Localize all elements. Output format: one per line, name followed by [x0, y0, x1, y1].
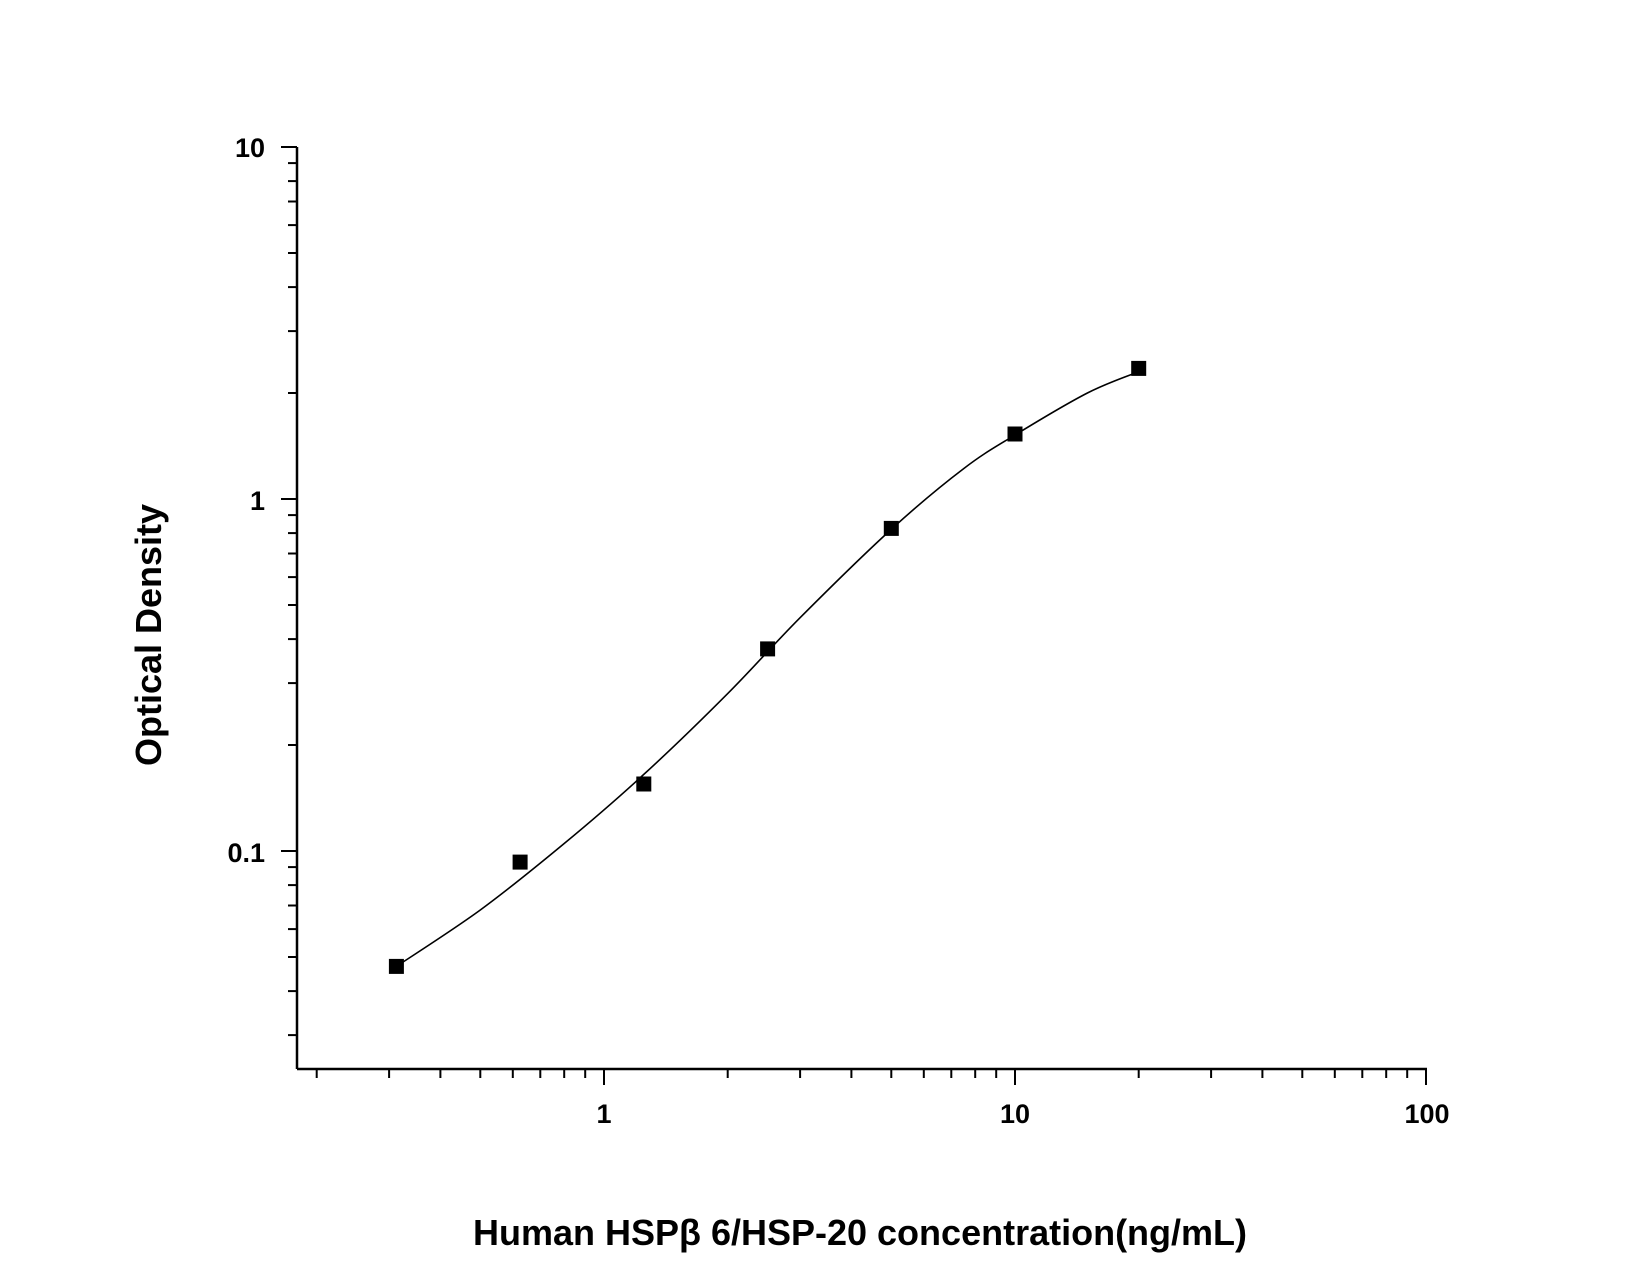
fit-curve-layer [395, 370, 1140, 968]
data-point [883, 520, 899, 536]
x-ticks [315, 1069, 1427, 1085]
data-point [760, 641, 776, 657]
x-tick-label-10: 10 [1000, 1099, 1030, 1129]
x-tick-labels: 1 10 100 [596, 1099, 1449, 1129]
y-tick-label-1: 1 [250, 486, 265, 516]
data-point [388, 958, 404, 974]
data-point [1131, 360, 1147, 376]
data-points [388, 360, 1147, 974]
y-axis-title: Optical Density [128, 504, 169, 766]
data-point [1007, 426, 1023, 442]
y-tick-label-10: 10 [235, 133, 265, 163]
y-tick-labels: 10 1 0.1 [227, 133, 265, 868]
x-axis-title: Human HSPβ 6/HSP-20 concentration(ng/mL) [473, 1212, 1247, 1253]
axes [295, 147, 1427, 1071]
fit-curve [395, 370, 1140, 968]
y-ticks [281, 146, 297, 1037]
data-point [636, 776, 652, 792]
x-tick-label-1: 1 [596, 1099, 611, 1129]
y-tick-label-0.1: 0.1 [227, 838, 265, 868]
x-tick-label-100: 100 [1404, 1099, 1449, 1129]
data-point [512, 854, 528, 870]
